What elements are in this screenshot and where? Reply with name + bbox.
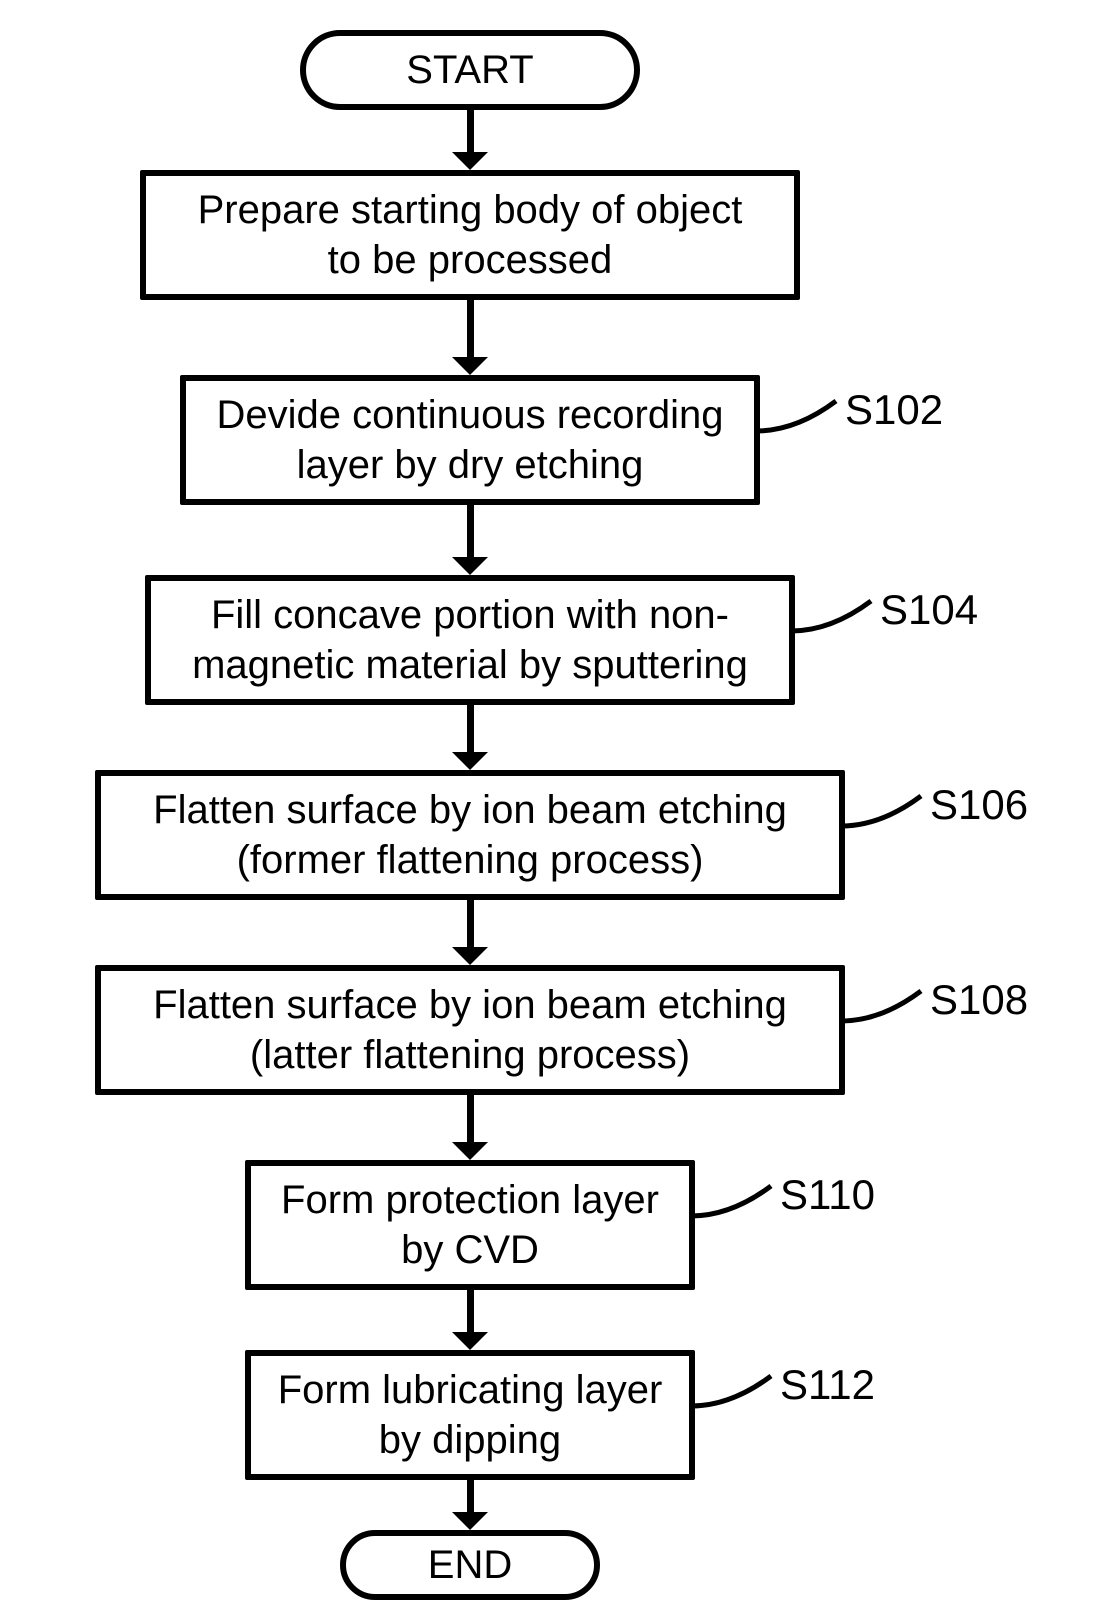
leader-line [756,391,856,451]
flow-node-p2: Devide continuous recordinglayer by dry … [180,375,760,505]
leader-line [691,1176,791,1236]
flow-node-text: Fill concave portion with non-magnetic m… [192,590,748,690]
leader-line [691,1366,791,1426]
arrow-head-icon [452,557,488,575]
arrow [467,300,474,357]
arrow-head-icon [452,1332,488,1350]
flow-node-end: END [340,1530,600,1600]
arrow [467,1290,474,1332]
arrow-head-icon [452,752,488,770]
arrow [467,1480,474,1512]
leader-line [841,981,941,1041]
flow-node-p4: Flatten surface by ion beam etching(form… [95,770,845,900]
step-label-s110: S110 [780,1171,875,1219]
leader-line [791,591,891,651]
leader-line [841,786,941,846]
flow-node-start: START [300,30,640,110]
flow-node-p3: Fill concave portion with non-magnetic m… [145,575,795,705]
arrow-head-icon [452,1142,488,1160]
step-label-s102: S102 [845,386,943,434]
arrow [467,705,474,752]
arrow-head-icon [452,357,488,375]
flow-node-text: START [406,45,533,95]
flow-node-text: Prepare starting body of objectto be pro… [198,185,743,285]
arrow [467,110,474,152]
flow-node-text: Form lubricating layerby dipping [278,1365,663,1465]
flow-node-text: Devide continuous recordinglayer by dry … [217,390,724,490]
flow-node-p5: Flatten surface by ion beam etching(latt… [95,965,845,1095]
flow-node-text: END [428,1540,512,1590]
arrow-head-icon [452,1512,488,1530]
step-label-s108: S108 [930,976,1028,1024]
step-label-s104: S104 [880,586,978,634]
flow-node-p7: Form lubricating layerby dipping [245,1350,695,1480]
flow-node-text: Flatten surface by ion beam etching(form… [153,785,787,885]
flow-node-text: Form protection layerby CVD [281,1175,659,1275]
step-label-s106: S106 [930,781,1028,829]
arrow-head-icon [452,152,488,170]
arrow [467,900,474,947]
flow-node-text: Flatten surface by ion beam etching(latt… [153,980,787,1080]
arrow [467,1095,474,1142]
step-label-s112: S112 [780,1361,875,1409]
arrow [467,505,474,557]
arrow-head-icon [452,947,488,965]
flow-node-p1: Prepare starting body of objectto be pro… [140,170,800,300]
flow-node-p6: Form protection layerby CVD [245,1160,695,1290]
